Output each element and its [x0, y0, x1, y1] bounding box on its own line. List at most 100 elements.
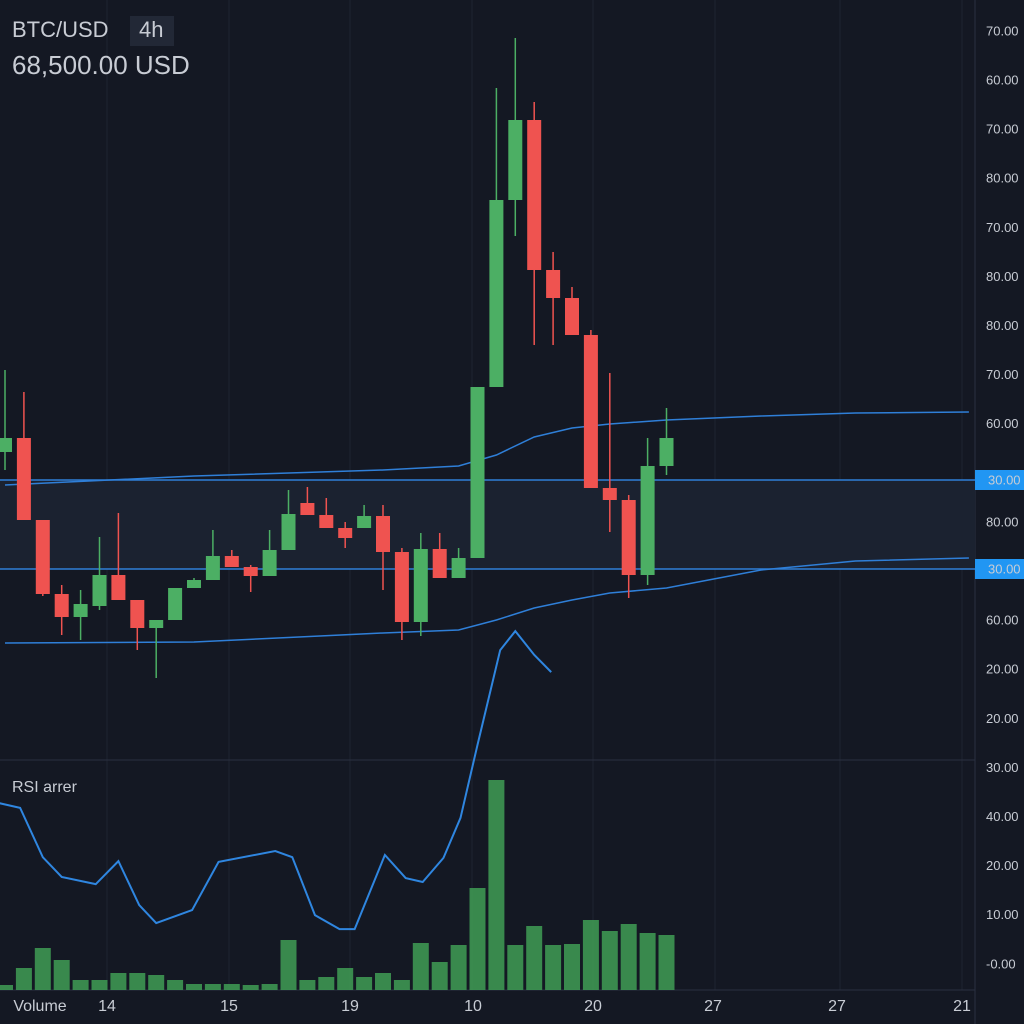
- candle-body: [508, 120, 523, 200]
- axis-label: 60.00: [986, 613, 1019, 628]
- symbol: BTC/USD: [12, 17, 109, 42]
- band-lower: [4, 557, 969, 644]
- candle-body: [319, 515, 334, 528]
- volume-bar: [204, 984, 221, 990]
- axis-label: 80.00: [986, 269, 1019, 284]
- volume-bar: [545, 945, 562, 990]
- volume-bar: [148, 975, 165, 990]
- candle-body: [640, 466, 655, 575]
- candle-body: [54, 594, 69, 617]
- volume-bar: [110, 973, 127, 990]
- volume-bar: [299, 980, 316, 990]
- candle-body: [149, 620, 164, 628]
- axis-label: 60.00: [986, 73, 1019, 88]
- volume-bar: [129, 973, 146, 990]
- volume-bar: [582, 920, 599, 990]
- candle-body: [300, 503, 315, 515]
- x-label: 14: [98, 998, 116, 1015]
- candle-body: [205, 556, 220, 580]
- volume-bar: [72, 980, 89, 990]
- volume-bar: [431, 962, 448, 990]
- candle-body: [565, 298, 579, 335]
- candle-body: [16, 438, 31, 520]
- interval-box: [130, 16, 174, 46]
- volume-bar: [639, 933, 656, 990]
- candle-body: [376, 516, 390, 552]
- candle-body: [130, 600, 145, 628]
- candle-body: [357, 516, 372, 528]
- band-upper: [4, 411, 969, 486]
- axis-label: 70.00: [986, 220, 1019, 235]
- candle-body: [413, 549, 428, 622]
- axis-label: 60.00: [986, 416, 1019, 431]
- candle-body: [527, 120, 542, 270]
- volume-bar: [620, 924, 637, 990]
- volume-bar: [53, 960, 70, 990]
- x-label: 15: [220, 998, 238, 1015]
- candle-body: [168, 588, 183, 620]
- volume-bar: [242, 985, 259, 990]
- axis-label: 80.00: [986, 514, 1019, 529]
- volume-bar: [91, 980, 108, 990]
- x-label: 20: [584, 998, 602, 1015]
- candle-body: [35, 520, 50, 594]
- price-label: 30.00: [988, 561, 1021, 576]
- axis-label: -0.00: [986, 956, 1016, 971]
- axis-label: 40.00: [986, 809, 1019, 824]
- rsi-line: [0, 629, 552, 931]
- volume-bar: [393, 980, 410, 990]
- volume-bar: [186, 984, 202, 990]
- axis-label: 80.00: [986, 318, 1019, 333]
- candle-body: [338, 528, 353, 538]
- volume-bar: [337, 968, 354, 990]
- x-label: 27: [704, 998, 722, 1015]
- candle-body: [546, 270, 561, 298]
- candle-body: [281, 514, 296, 550]
- candle-body: [92, 575, 107, 606]
- price: 68,500.00 USD: [12, 50, 190, 80]
- axis-label: 20.00: [986, 711, 1019, 726]
- candle-body: [73, 604, 88, 617]
- candle-body: [621, 500, 636, 575]
- volume-bar: [318, 977, 335, 990]
- x-label: 19: [341, 998, 359, 1015]
- x-label: 10: [464, 998, 482, 1015]
- axis-label: 20.00: [986, 662, 1019, 677]
- volume-bar: [412, 943, 429, 990]
- price-label-box: [975, 470, 1024, 490]
- axis-label: 30.00: [986, 760, 1019, 775]
- price-label: 30.00: [988, 472, 1021, 487]
- price-range: [0, 480, 975, 569]
- candle-body: [262, 550, 277, 576]
- candle-body: [394, 552, 409, 622]
- volume-bar: [15, 968, 32, 990]
- volume-bar: [526, 926, 543, 990]
- x-label: 21: [953, 998, 971, 1015]
- candle-body: [243, 567, 258, 576]
- candle-body: [583, 335, 598, 488]
- volume-bar: [261, 984, 278, 990]
- candle-body: [659, 438, 674, 466]
- candle-body: [451, 558, 466, 578]
- volume-bar: [375, 973, 391, 990]
- volume-bar: [658, 935, 675, 990]
- volume-bar: [469, 888, 486, 990]
- axis-label: 70.00: [986, 23, 1019, 38]
- candle-body: [224, 556, 239, 567]
- volume-bar: [507, 945, 524, 990]
- axis-label: 70.00: [986, 122, 1019, 137]
- candle-body: [111, 575, 126, 600]
- volume-bar: [450, 945, 467, 990]
- axis-label: 20.00: [986, 858, 1019, 873]
- axis-label: 70.00: [986, 367, 1019, 382]
- volume-bar: [601, 931, 618, 990]
- candle-body: [0, 438, 12, 452]
- rsi-label: RSI arrer: [12, 779, 78, 796]
- candle-body: [432, 549, 447, 578]
- axis-label: 80.00: [986, 171, 1019, 186]
- volume-bar: [34, 948, 51, 990]
- candle-body: [489, 200, 504, 387]
- volume-bar: [0, 985, 13, 990]
